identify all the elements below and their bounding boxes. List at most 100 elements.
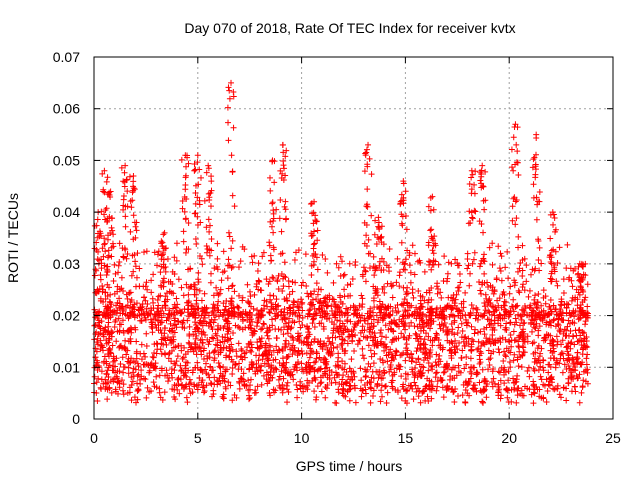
data-point [469, 214, 476, 221]
data-point [122, 213, 129, 220]
data-point [335, 389, 342, 396]
data-point [373, 312, 380, 319]
data-point [398, 301, 405, 308]
data-point [173, 295, 180, 302]
data-point [495, 368, 502, 375]
data-point [547, 235, 554, 242]
data-point [540, 394, 547, 401]
data-point [257, 338, 264, 345]
data-point [487, 355, 494, 362]
data-point [160, 231, 167, 238]
data-point [141, 294, 148, 301]
data-point [560, 317, 567, 324]
data-point [287, 371, 294, 378]
data-point [208, 381, 215, 388]
data-point [508, 164, 515, 171]
data-point [118, 164, 125, 171]
data-point [532, 301, 539, 308]
x-tick-label: 25 [605, 430, 621, 446]
data-point [174, 309, 181, 316]
data-point [378, 375, 385, 382]
data-point [336, 292, 343, 299]
data-point [413, 388, 420, 395]
data-point [429, 366, 436, 373]
data-point [101, 211, 108, 218]
data-point [194, 194, 201, 201]
data-point [331, 298, 338, 305]
data-point [481, 206, 488, 213]
data-point [287, 368, 294, 375]
data-point [108, 253, 115, 260]
data-point [284, 326, 291, 333]
data-point [521, 255, 528, 262]
data-point [281, 165, 288, 172]
data-point [509, 203, 516, 210]
data-point [164, 256, 171, 263]
data-point [419, 369, 426, 376]
data-point [563, 310, 570, 317]
data-point [447, 347, 454, 354]
data-point [187, 266, 194, 273]
data-point [530, 308, 537, 315]
data-point [525, 293, 532, 300]
data-point [258, 335, 265, 342]
data-point [515, 171, 522, 178]
data-point [248, 348, 255, 355]
data-point [570, 267, 577, 274]
data-point [313, 280, 320, 287]
data-point [579, 383, 586, 390]
data-point [326, 348, 333, 355]
data-point [346, 397, 353, 404]
data-point [299, 279, 306, 286]
data-point [383, 334, 390, 341]
data-point [123, 176, 130, 183]
data-point [125, 370, 132, 377]
data-point [488, 379, 495, 386]
data-point [422, 354, 429, 361]
data-point [526, 304, 533, 311]
data-point [565, 379, 572, 386]
data-point [216, 363, 223, 370]
data-point [550, 221, 557, 228]
data-point [361, 355, 368, 362]
data-point [105, 247, 112, 254]
data-point [273, 306, 280, 313]
data-point [428, 315, 435, 322]
data-point [441, 312, 448, 319]
y-tick-label: 0.03 [53, 256, 80, 272]
data-point [388, 357, 395, 364]
data-point [281, 324, 288, 331]
data-point [470, 305, 477, 312]
data-point [108, 330, 115, 337]
data-point [545, 311, 552, 318]
data-point [109, 227, 116, 234]
data-point [282, 198, 289, 205]
data-point [428, 233, 435, 240]
data-point [489, 336, 496, 343]
data-point [513, 159, 520, 166]
data-point [350, 368, 357, 375]
data-point [330, 329, 337, 336]
data-point [403, 345, 410, 352]
data-point [357, 365, 364, 372]
data-point [245, 377, 252, 384]
data-point [162, 305, 169, 312]
data-point [370, 323, 377, 330]
data-point [584, 303, 591, 310]
data-point [208, 187, 215, 194]
data-point [510, 308, 517, 315]
data-point [246, 396, 253, 403]
data-point [214, 381, 221, 388]
data-point [203, 224, 210, 231]
data-point [229, 263, 236, 270]
data-point [123, 351, 130, 358]
data-point [360, 264, 367, 271]
data-point [333, 400, 340, 407]
data-point [418, 316, 425, 323]
data-point [571, 360, 578, 367]
data-point [156, 372, 163, 379]
data-point [477, 177, 484, 184]
data-point [94, 315, 101, 322]
data-point [185, 299, 192, 306]
